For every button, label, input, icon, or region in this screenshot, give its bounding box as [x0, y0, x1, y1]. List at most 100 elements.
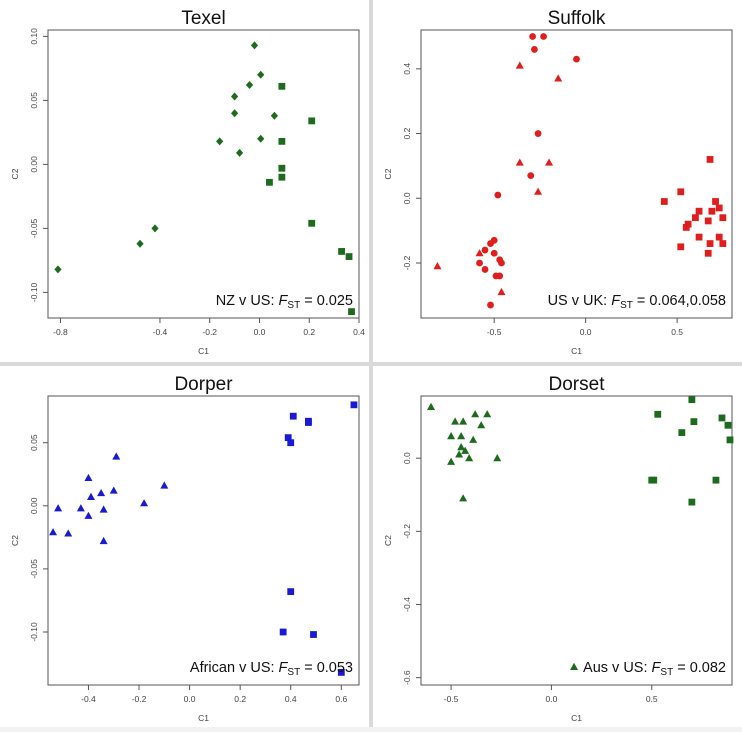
- dorper-point-0: [112, 452, 121, 460]
- suffolk-point-26: [706, 156, 714, 163]
- suffolk-x-tick-label: -0.5: [487, 327, 502, 337]
- dorset-plot-frame: [420, 395, 733, 686]
- dorper-point-18: [284, 434, 292, 442]
- dorper-x-tick-label: 0.4: [285, 694, 297, 704]
- panel-suffolk: Suffolk -0.5 0.0 0.5 -0.2 0.0 0.2 0.4 C1 C2 US v U…: [373, 0, 742, 362]
- suffolk-point-28: [660, 198, 668, 205]
- dorper-point-7: [54, 504, 63, 512]
- texel-x-tick-label: 0.0: [254, 327, 266, 337]
- texel-point-6: [257, 134, 265, 143]
- dorset-point-24: [648, 476, 656, 484]
- suffolk-point-19: [554, 74, 563, 82]
- suffolk-point-27: [677, 188, 685, 196]
- suffolk-x-axis-label: C1: [571, 346, 582, 356]
- suffolk-point-25: [475, 249, 484, 257]
- dorper-title: Dorper: [174, 374, 233, 395]
- dorper-point-4: [97, 488, 106, 497]
- texel-point-20: [345, 253, 353, 260]
- dorset-point-6: [447, 432, 456, 440]
- texel-y-tick-label: -0.10: [29, 282, 39, 302]
- dorper-point-23: [337, 668, 345, 676]
- dorset-point-2: [483, 410, 492, 418]
- dorper-point-13: [99, 536, 108, 545]
- texel-point-5: [270, 111, 279, 120]
- dorset-point-12: [493, 453, 502, 462]
- dorset-point-17: [654, 410, 662, 418]
- suffolk-point-33: [692, 214, 699, 222]
- dorset-point-5: [477, 421, 486, 429]
- texel-point-1: [257, 70, 265, 79]
- dorper-point-22: [310, 631, 317, 638]
- suffolk-point-20: [515, 158, 524, 166]
- texel-point-15: [278, 164, 286, 172]
- dorper-point-10: [84, 511, 93, 519]
- suffolk-title: Suffolk: [548, 8, 606, 29]
- chart-texel: Texel -0.8 -0.4 -0.2 0.0 0.2 0.4 -0.10 -0.05 0.00…: [10, 8, 365, 356]
- dorper-x-tick-label: 0.0: [184, 694, 196, 704]
- suffolk-point-4: [534, 130, 542, 137]
- dorset-y-axis-label: C2: [383, 535, 393, 546]
- texel-point-19: [338, 248, 345, 255]
- panel-texel: Texel -0.8 -0.4 -0.2 0.0 0.2 0.4 -0.10 -0.05 0.00…: [0, 0, 369, 362]
- suffolk-y-tick-label: -0.2: [402, 255, 412, 270]
- suffolk-point-6: [494, 191, 502, 199]
- dorset-point-22: [726, 436, 734, 444]
- suffolk-point-35: [704, 217, 712, 225]
- texel-point-21: [348, 308, 355, 315]
- dorper-y-tick-label: -0.10: [29, 622, 39, 642]
- chart-suffolk: Suffolk -0.5 0.0 0.5 -0.2 0.0 0.2 0.4 C1 C2 US v U…: [383, 8, 733, 356]
- dorset-title: Dorset: [549, 374, 606, 395]
- dorper-point-12: [64, 529, 73, 537]
- dorper-point-5: [86, 492, 95, 500]
- dorset-point-21: [678, 429, 686, 436]
- suffolk-point-38: [695, 233, 703, 241]
- dorset-y-tick-label: 0.0: [402, 452, 412, 464]
- dorset-point-3: [451, 417, 460, 425]
- texel-x-axis-label: C1: [198, 346, 209, 356]
- texel-point-7: [216, 137, 224, 146]
- dorper-point-15: [289, 412, 297, 420]
- panel-dorset: Dorset -0.5 0.0 0.5 -0.6 -0.4 -0.2 0.0 C1 C2 Aus v…: [373, 366, 742, 727]
- dorset-point-7: [457, 432, 466, 440]
- dorset-point-11: [455, 450, 464, 458]
- dorper-point-19: [287, 439, 295, 447]
- texel-title: Texel: [181, 8, 225, 29]
- horizontal-divider: [0, 362, 742, 366]
- texel-x-tick-label: -0.2: [202, 327, 217, 337]
- dorper-x-tick-label: 0.2: [234, 694, 246, 704]
- suffolk-fst-annotation: US v UK: FST = 0.064,0.058: [548, 293, 726, 311]
- dorset-x-axis-label: C1: [571, 713, 582, 723]
- texel-x-tick-label: 0.2: [303, 327, 315, 337]
- texel-y-tick-label: 0.05: [29, 92, 39, 109]
- suffolk-point-22: [534, 187, 543, 195]
- suffolk-plot-frame: [420, 29, 733, 319]
- dorset-y-tick-label: -0.2: [402, 524, 412, 539]
- dorset-point-15: [459, 494, 468, 502]
- dorper-point-1: [84, 473, 93, 482]
- dorset-y-tick-label: -0.4: [402, 597, 412, 612]
- dorset-legend-point-0: [570, 662, 579, 670]
- suffolk-point-34: [719, 214, 727, 222]
- dorset-x-tick-label: 0.5: [646, 694, 658, 704]
- suffolk-point-24: [497, 287, 506, 296]
- dorset-fst-annotation: Aus v US: FST = 0.082: [583, 660, 726, 678]
- suffolk-point-21: [545, 158, 554, 166]
- dorper-point-21: [279, 628, 287, 636]
- texel-point-9: [151, 224, 159, 233]
- dorper-y-axis-label: C2: [10, 535, 20, 546]
- dorper-y-tick-label: -0.05: [29, 559, 39, 579]
- suffolk-point-43: [704, 249, 712, 257]
- dorset-point-4: [459, 417, 468, 425]
- suffolk-point-13: [498, 259, 505, 267]
- dorper-x-tick-label: -0.4: [81, 694, 96, 704]
- dorset-point-13: [465, 453, 474, 462]
- suffolk-point-0: [529, 33, 536, 40]
- texel-point-11: [54, 265, 62, 274]
- suffolk-point-39: [715, 233, 723, 241]
- suffolk-point-31: [708, 207, 716, 215]
- texel-point-13: [308, 117, 316, 125]
- suffolk-point-30: [715, 204, 723, 212]
- dorset-x-tick-label: -0.5: [444, 694, 459, 704]
- chart-dorset: Dorset -0.5 0.0 0.5 -0.6 -0.4 -0.2 0.0 C1 C2 Aus v…: [383, 374, 734, 723]
- dorset-point-0: [427, 402, 436, 410]
